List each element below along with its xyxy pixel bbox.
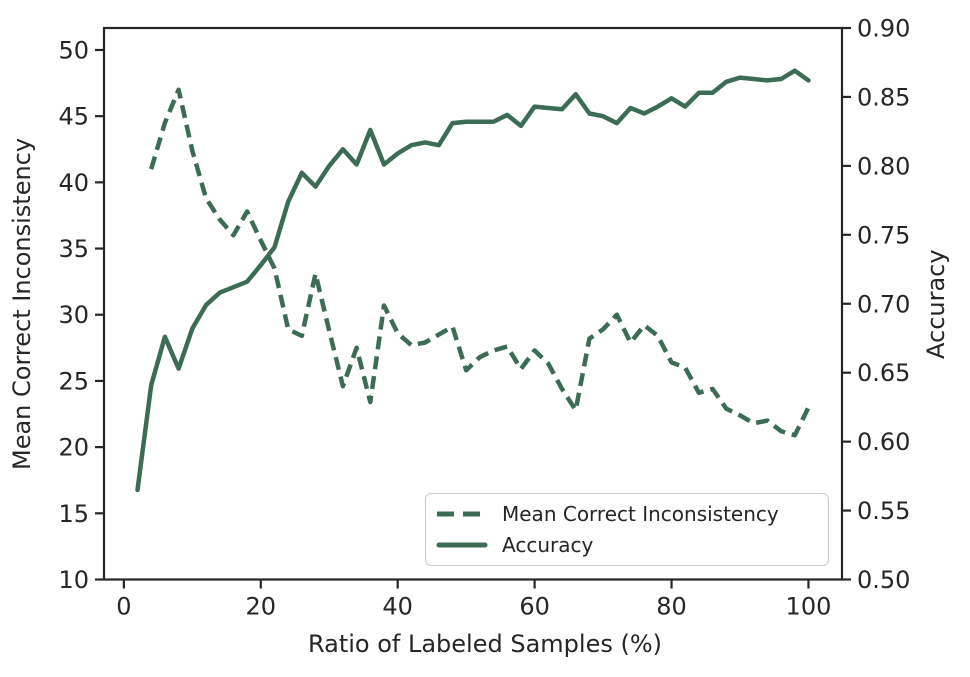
left-y-tick-label: 30 [58, 301, 89, 329]
legend: Mean Correct Inconsistency Accuracy [425, 493, 829, 566]
right-y-tick-label: 0.55 [857, 497, 910, 525]
x-tick-label: 0 [116, 593, 131, 621]
x-axis-label: Ratio of Labeled Samples (%) [307, 630, 663, 658]
right-y-tick-label: 0.65 [857, 359, 910, 387]
left-y-tick-label: 45 [58, 103, 89, 131]
solid-line-sample-icon [436, 542, 488, 548]
dashed-line-sample-icon [437, 511, 487, 517]
left-y-tick-label: 10 [58, 566, 89, 594]
legend-entry-accuracy: Accuracy [436, 533, 816, 557]
left-y-tick-label: 35 [58, 235, 89, 263]
x-tick-label: 60 [519, 593, 550, 621]
x-tick-label: 40 [382, 593, 413, 621]
x-tick-label: 80 [656, 593, 687, 621]
left-y-axis-label: Mean Correct Inconsistency [8, 137, 36, 471]
right-y-tick-label: 0.80 [857, 152, 910, 180]
series-line-solid [135, 68, 811, 493]
right-y-tick-label: 0.60 [857, 428, 910, 456]
right-y-tick-label: 0.90 [857, 15, 910, 43]
legend-label-mci: Mean Correct Inconsistency [502, 502, 779, 526]
left-y-tick-label: 15 [58, 500, 89, 528]
right-y-tick-label: 0.85 [857, 83, 910, 111]
legend-label-accuracy: Accuracy [502, 533, 594, 557]
left-y-tick-label: 40 [58, 169, 89, 197]
series-line-dashed [149, 87, 811, 438]
right-y-tick-label: 0.50 [857, 566, 910, 594]
left-y-tick-label: 50 [58, 36, 89, 64]
x-tick-label: 100 [786, 593, 832, 621]
x-tick-label: 20 [246, 593, 277, 621]
left-y-tick-label: 20 [58, 434, 89, 462]
left-y-tick-label: 25 [58, 367, 89, 395]
legend-entry-mci: Mean Correct Inconsistency [436, 502, 816, 526]
right-y-axis-label: Accuracy [922, 249, 950, 359]
right-y-tick-label: 0.70 [857, 290, 910, 318]
right-y-tick-label: 0.75 [857, 221, 910, 249]
